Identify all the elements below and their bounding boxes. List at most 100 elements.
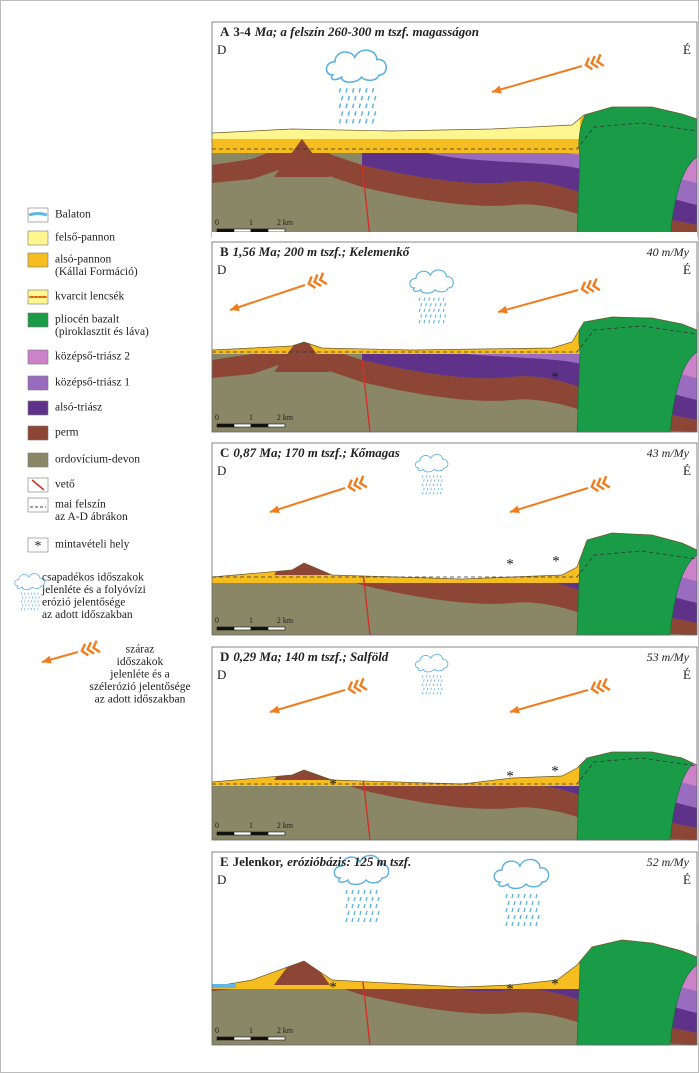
legend-swatch: [28, 376, 48, 390]
panel-title: C 0,87 Ma; 170 m tszf.; Kőmagas: [220, 445, 400, 460]
legend-swatch: [28, 253, 48, 267]
scale-label: 0: [215, 1026, 219, 1035]
legend-swatch: [28, 426, 48, 440]
scale-bar: [234, 424, 251, 427]
panel-title-part: 0,87 Ma; 170 m tszf.; Kőmagas: [233, 445, 399, 460]
direction-north: É: [683, 262, 691, 277]
panel-title-part: 1,56 Ma; 200 m tszf.; Kelemenkő: [233, 244, 411, 259]
scale-label: 2 km: [277, 821, 294, 830]
scale-label: 0: [215, 413, 219, 422]
legend-label: kvarcit lencsék: [55, 291, 125, 303]
legend-swatch: [28, 401, 48, 415]
legend-swatch: [28, 453, 48, 467]
cross-section: 012 km: [212, 845, 697, 1045]
scale-label: 1: [249, 413, 253, 422]
legend-label: (Kállai Formáció): [55, 266, 138, 278]
scale-bar: [268, 1037, 285, 1040]
sample-site: *: [551, 369, 559, 385]
panel-title-part: 0,29 Ma; 140 m tszf.; Salföld: [233, 649, 388, 664]
scale-bar: [268, 424, 285, 427]
legend-label: erózió jelentősége: [42, 597, 125, 609]
legend-label: száraz: [126, 644, 155, 656]
scale-label: 2 km: [277, 413, 294, 422]
scale-bar: [251, 627, 268, 630]
legend-swatch: [28, 313, 48, 327]
direction-south: D: [217, 872, 226, 887]
legend-label: mintavételi hely: [55, 539, 130, 551]
direction-north: É: [683, 463, 691, 478]
legend-label: szélerózió jelentősége: [89, 681, 190, 693]
legend-label: középső-triász 1: [55, 377, 130, 389]
legend-label: az adott időszakban: [42, 609, 133, 621]
balaton: [212, 984, 236, 988]
scale-bar: [217, 832, 234, 835]
legend-label: alsó-pannon: [55, 254, 111, 266]
scale-label: 0: [215, 218, 219, 227]
cross-section: 0 1 2 km: [212, 640, 697, 840]
sample-site: *: [506, 768, 514, 784]
legend-label: pliocén bazalt: [55, 314, 120, 326]
panel-letter: A: [220, 24, 230, 39]
scale-bar: [251, 1037, 268, 1040]
legend-label: az A-D ábrákon: [55, 511, 128, 523]
figure: Balaton felső-pannon alsó-pannon(Kállai Fo…: [0, 0, 699, 1073]
scale-bar: [268, 229, 285, 232]
scale-bar: [234, 627, 251, 630]
legend-symbol: *: [35, 539, 42, 554]
scale-label: 2 km: [277, 616, 294, 625]
panel-title-part: 3-4: [233, 24, 251, 39]
legend-label: felső-pannon: [55, 232, 115, 244]
panel-title: D 0,29 Ma; 140 m tszf.; Salföld: [220, 649, 389, 664]
scale-bar: [251, 229, 268, 232]
scale-bar: [251, 832, 268, 835]
legend-label: az adott időszakban: [95, 694, 186, 706]
scale-label: 1: [249, 218, 253, 227]
panel-title-part: Jelenkor,: [233, 854, 283, 869]
scale-bar: [217, 627, 234, 630]
panel-title-part: erózióbázis: 125 m tszf.: [287, 854, 411, 869]
legend-label: mai felszín: [55, 499, 106, 511]
legend-label: csapadékos időszakok: [42, 572, 144, 584]
legend-label: ordovícium-devon: [55, 454, 140, 466]
direction-north: É: [683, 667, 691, 682]
legend-label: időszakok: [117, 656, 164, 668]
sample-site: *: [551, 976, 559, 992]
panel-letter: E: [220, 854, 229, 869]
scale-bar: [268, 832, 285, 835]
legend-label: alsó-triász: [55, 402, 102, 414]
sample-site: *: [552, 553, 560, 569]
panel-title-part: Ma; a felszín 260-300 m tszf. magasságon: [254, 24, 479, 39]
direction-south: D: [217, 42, 226, 57]
scale-bar: [251, 424, 268, 427]
panel-title: A3-4Ma; a felszín 260-300 m tszf. magass…: [220, 24, 479, 39]
legend-label: középső-triász 2: [55, 351, 130, 363]
scale-bar: [217, 229, 234, 232]
scale-label: 0: [215, 821, 219, 830]
legend-label: vető: [55, 479, 75, 491]
scale-bar: [234, 1037, 251, 1040]
scale-label: 1: [249, 1026, 253, 1035]
scale-label: 1: [249, 616, 253, 625]
erosion-rate: 43 m/My: [647, 446, 690, 460]
legend-label: Balaton: [55, 209, 91, 221]
legend-swatch: [28, 231, 48, 245]
panel-letter: B: [220, 244, 229, 259]
sample-site: *: [329, 979, 337, 995]
direction-south: D: [217, 463, 226, 478]
scale-label: 1: [249, 821, 253, 830]
scale-bar: [217, 424, 234, 427]
cross-section: 0 1 2 km: [212, 232, 697, 432]
legend-swatch: [28, 498, 48, 512]
scale-bar: [234, 229, 251, 232]
legend-label: perm: [55, 427, 79, 439]
panel-title: E Jelenkor, erózióbázis: 125 m tszf.: [220, 854, 411, 869]
direction-north: É: [683, 872, 691, 887]
legend-swatch: [28, 350, 48, 364]
scale-label: 0: [215, 616, 219, 625]
legend-swatch: [29, 214, 47, 216]
direction-south: D: [217, 262, 226, 277]
erosion-rate: 53 m/My: [647, 650, 690, 664]
panel-letter: C: [220, 445, 229, 460]
legend-label: (piroklasztit és láva): [55, 326, 149, 338]
panel-letter: D: [220, 649, 229, 664]
